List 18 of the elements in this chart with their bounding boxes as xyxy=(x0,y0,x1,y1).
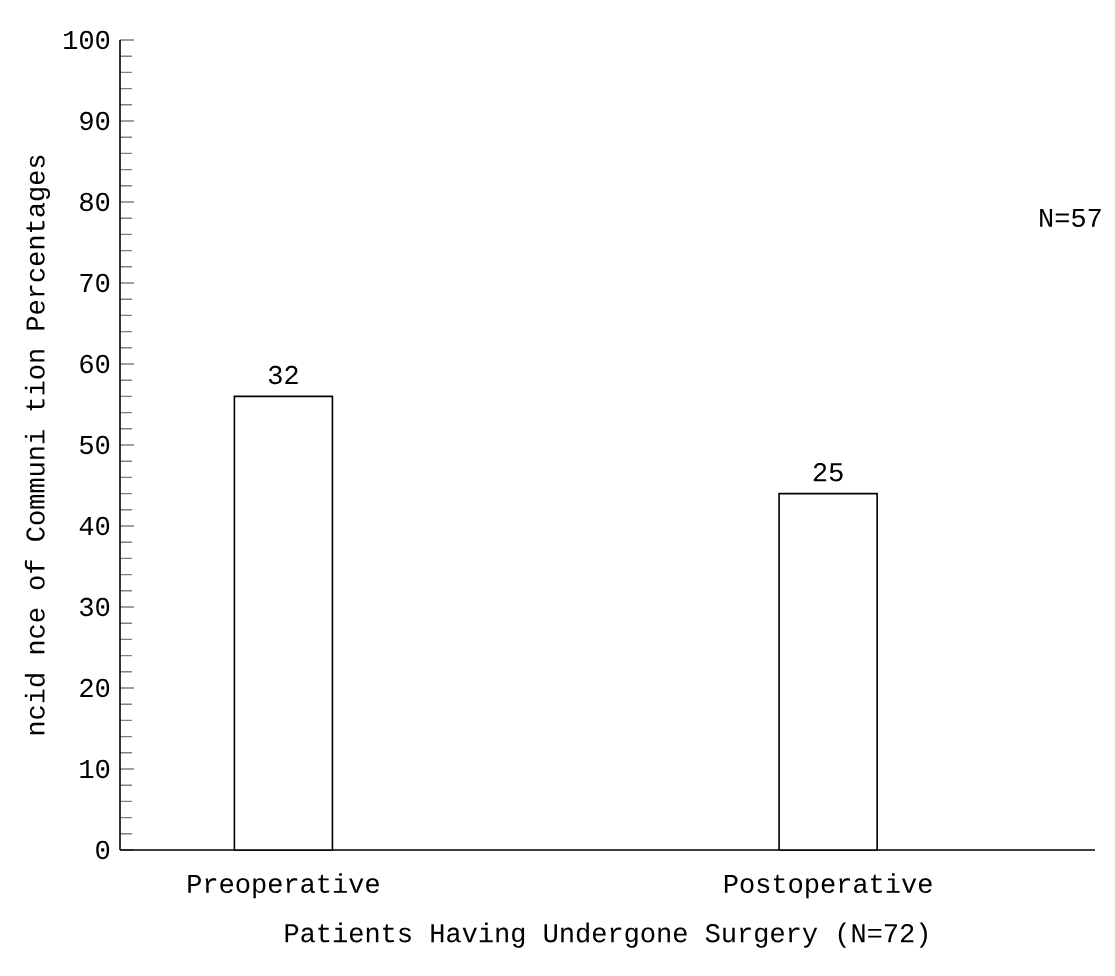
y-tick-label: 20 xyxy=(80,678,110,698)
y-tick-label: 100 xyxy=(64,30,110,50)
y-tick-label: 40 xyxy=(79,516,110,536)
y-tick-label: 60 xyxy=(80,354,110,374)
x-axis-title: Patients Having Undergone Surgery (N=72) xyxy=(285,922,927,948)
y-axis-title: ncid nce of Communi tion Percentages xyxy=(24,155,50,735)
annotation: 25 xyxy=(813,463,843,482)
y-tick-label: 70 xyxy=(80,273,110,293)
x-tick-label: Preoperative xyxy=(188,873,379,899)
annotation: 32 xyxy=(268,365,298,385)
y-tick-label: 90 xyxy=(80,111,110,131)
x-tick-label: Postoperative xyxy=(724,873,932,899)
y-tick-label: 0 xyxy=(96,840,110,860)
annotation: N=57 xyxy=(1040,208,1101,228)
y-tick-label: 30 xyxy=(80,597,110,617)
y-tick-label: 50 xyxy=(80,435,110,455)
y-tick-label: 80 xyxy=(80,192,110,212)
y-tick-label: 10 xyxy=(80,759,110,779)
